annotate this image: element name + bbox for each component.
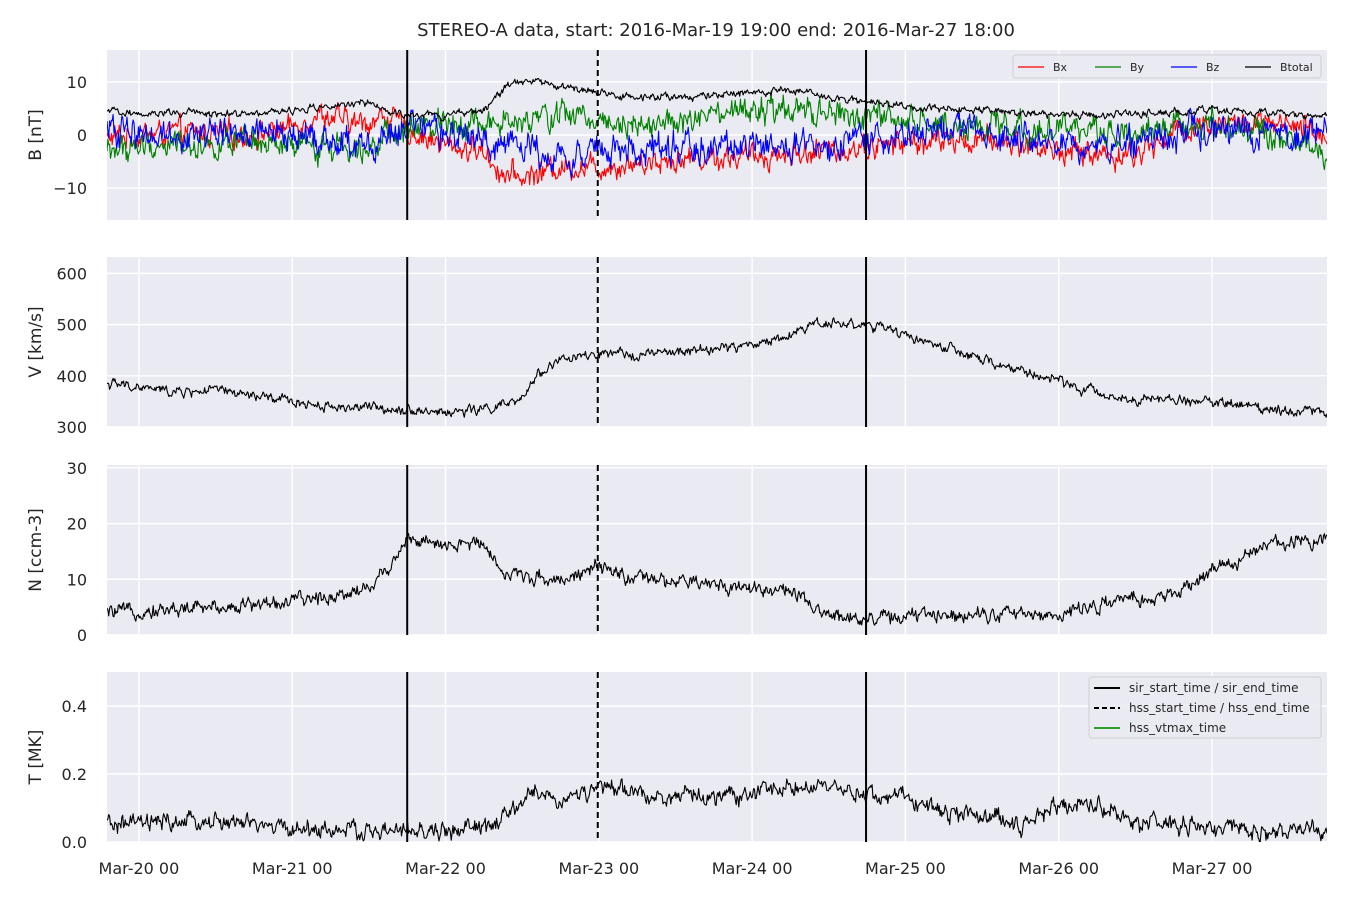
x-tick-label: Mar-20 00 (99, 859, 180, 878)
panel-n-series (107, 532, 1327, 626)
b-legend: Bx By Bz Btotal (1012, 54, 1322, 79)
x-tick-label: Mar-21 00 (252, 859, 333, 878)
panel-b-series (107, 77, 1327, 187)
series-btotal (107, 77, 1327, 122)
x-tick-label: Mar-27 00 (1172, 859, 1253, 878)
y-tick-label: 10 (67, 570, 87, 589)
panel-v-background (107, 257, 1327, 427)
legend-label-bx: Bx (1053, 61, 1068, 74)
legend-label-2: hss_vtmax_time (1129, 721, 1226, 735)
x-tick-label: Mar-24 00 (712, 859, 793, 878)
y-tick-label: 20 (67, 515, 87, 534)
panel-v: 300 400 500 600 V [km/s] (26, 257, 1327, 437)
series-t (107, 778, 1327, 842)
series-n (107, 532, 1327, 626)
panel-b: −10 0 10 B [nT] Bx By Bz Btotal (26, 50, 1327, 220)
y-axis-label: N [ccm-3] (26, 508, 46, 592)
x-tick-label: Mar-26 00 (1018, 859, 1099, 878)
legend-label-btotal: Btotal (1280, 61, 1313, 74)
legend-label-by: By (1130, 61, 1145, 74)
y-tick-label: 30 (67, 459, 87, 478)
y-tick-label: 0 (77, 126, 87, 145)
panel-n-background (107, 465, 1327, 635)
y-tick-label: 400 (56, 367, 87, 386)
legend-label-1: hss_start_time / hss_end_time (1129, 701, 1310, 715)
y-tick-label: 10 (67, 73, 87, 92)
panel-t-series (107, 778, 1327, 842)
panel-v-series (107, 316, 1327, 418)
y-axis-label: B [nT] (26, 109, 46, 161)
x-tick-label: Mar-23 00 (558, 859, 639, 878)
x-tick-label: Mar-22 00 (405, 859, 486, 878)
series-v (107, 316, 1327, 418)
y-tick-label: 0.4 (62, 697, 87, 716)
y-tick-label: 600 (56, 264, 87, 283)
y-tick-label: −10 (53, 179, 87, 198)
y-axis-label: T [MK] (26, 730, 46, 786)
y-tick-label: 0 (77, 626, 87, 645)
y-tick-label: 0.2 (62, 765, 87, 784)
series-by (107, 90, 1327, 171)
y-tick-label: 500 (56, 316, 87, 335)
t-legend: sir_start_time / sir_end_time hss_start_t… (1088, 676, 1322, 739)
series-bz (107, 107, 1327, 179)
legend-label-0: sir_start_time / sir_end_time (1129, 681, 1299, 695)
panel-n: 0 10 20 30 N [ccm-3] (26, 459, 1327, 645)
y-tick-label: 0.0 (62, 833, 87, 852)
panel-t: 0.0 0.2 0.4 T [MK] sir_start_time / sir_end_… (26, 672, 1327, 878)
x-tick-label: Mar-25 00 (865, 859, 946, 878)
legend-label-bz: Bz (1206, 61, 1220, 74)
figure-title: STEREO-A data, start: 2016-Mar-19 19:00 … (417, 20, 1015, 41)
y-tick-label: 300 (56, 418, 87, 437)
y-axis-label: V [km/s] (26, 306, 46, 377)
